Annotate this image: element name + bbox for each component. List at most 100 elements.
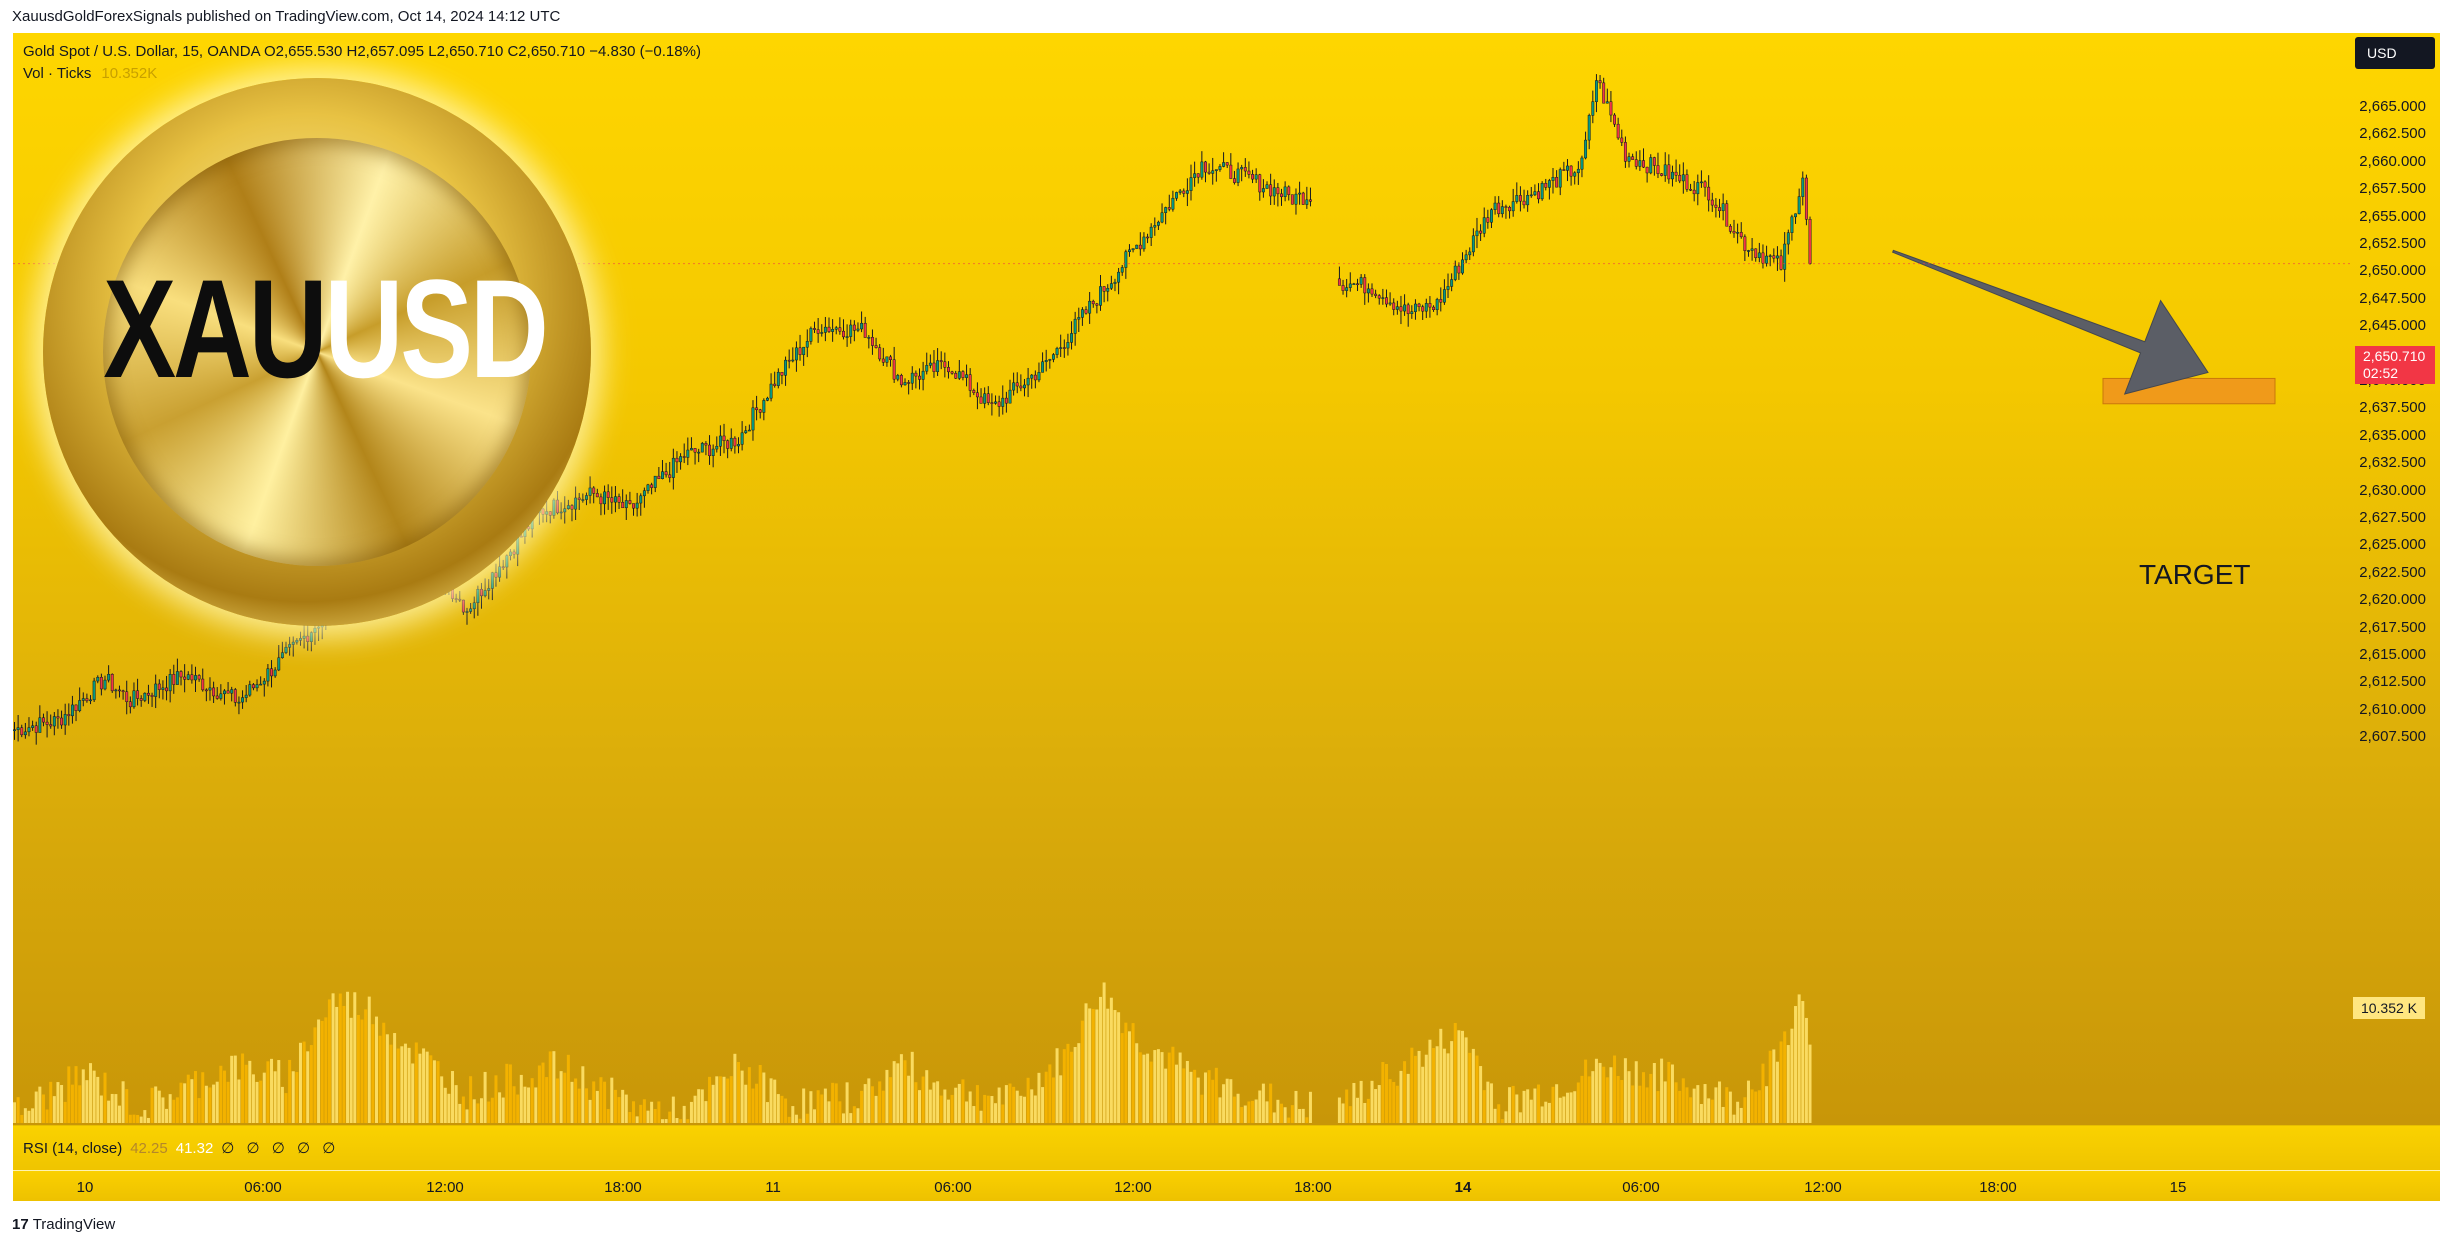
volume-bar (646, 1110, 650, 1123)
candle-up (89, 699, 92, 702)
volume-bar (845, 1082, 849, 1123)
candle-up (1410, 311, 1414, 314)
candle-up (1077, 317, 1081, 320)
candle-up (581, 499, 585, 501)
volume-bar (516, 1094, 520, 1123)
volume-bar (813, 1109, 817, 1123)
volume-bar (360, 1019, 364, 1123)
volume-bar (1479, 1066, 1483, 1123)
candle-down (914, 372, 918, 377)
rsi-legend[interactable]: RSI (14, close) 42.25 41.32 ∅ ∅ ∅ ∅ ∅ (23, 1139, 339, 1157)
volume-bar (744, 1084, 748, 1123)
logo-text: XAUUSD (103, 248, 549, 410)
candle-up (1175, 192, 1178, 199)
candle-up (715, 445, 719, 450)
volume-legend[interactable]: Vol · Ticks 10.352K (23, 65, 701, 82)
volume-bar (483, 1071, 487, 1123)
volume-bar (986, 1095, 990, 1123)
time-axis[interactable]: 10 06:00 12:00 18:00 11 06:00 12:00 18:00 14 06:0… (13, 1170, 2440, 1201)
candle-down (986, 393, 990, 403)
candle-down (1707, 186, 1711, 201)
volume-bar (794, 1114, 798, 1123)
candle-up (552, 499, 556, 516)
candle-down (1732, 231, 1736, 234)
candle-down (60, 717, 64, 726)
volume-bar (150, 1087, 154, 1123)
volume-bar (313, 1027, 317, 1123)
volume-bar (327, 999, 331, 1123)
candle-up (1113, 281, 1117, 284)
candle-up (1576, 168, 1580, 174)
volume-bar (219, 1065, 223, 1123)
volume-bar (827, 1101, 831, 1123)
candle-up (237, 701, 241, 704)
volume-bar (1670, 1064, 1674, 1123)
volume-bar (1602, 1066, 1606, 1123)
volume-bar (512, 1086, 516, 1123)
volume-bar (161, 1097, 165, 1123)
candle-up (1023, 384, 1026, 389)
volume-bar (606, 1109, 610, 1123)
candle-up (1442, 289, 1446, 303)
volume-bar (831, 1082, 835, 1123)
volume-bar (784, 1098, 788, 1123)
volume-bar (679, 1119, 683, 1123)
candle-up (896, 375, 900, 380)
candle-up (545, 511, 549, 515)
price-axis-label: 2,662.500 (2359, 125, 2426, 143)
volume-bar (418, 1053, 422, 1123)
candle-up (784, 359, 788, 376)
volume-bar (918, 1090, 921, 1123)
candle-up (1388, 302, 1392, 305)
volume-bar (1374, 1089, 1378, 1123)
candle-up (823, 326, 827, 333)
volume-bar (1109, 997, 1113, 1123)
volume-bar (729, 1076, 733, 1123)
volume-bar (1127, 1031, 1131, 1123)
candle-up (1566, 165, 1569, 171)
volume-bar (834, 1083, 838, 1123)
volume-bar (1120, 1033, 1124, 1123)
candle-down (990, 402, 994, 404)
volume-bar (136, 1114, 140, 1123)
volume-bar (226, 1081, 230, 1123)
volume-bar (1229, 1079, 1233, 1123)
volume-bar (925, 1070, 929, 1123)
candle-down (1287, 186, 1291, 195)
candle-down (932, 362, 936, 372)
volume-bar (103, 1072, 107, 1123)
volume-bar (1417, 1050, 1421, 1123)
candle-down (1301, 192, 1305, 205)
volume-bar (773, 1079, 777, 1123)
candle-up (809, 328, 813, 342)
currency-button[interactable]: USD (2355, 37, 2435, 69)
volume-bar (1410, 1047, 1414, 1123)
candle-down (1486, 217, 1490, 223)
volume-bar (1066, 1043, 1070, 1123)
volume-bar (1240, 1107, 1244, 1123)
candle-up (508, 551, 512, 556)
candle-down (947, 367, 950, 373)
volume-bar (1135, 1043, 1139, 1123)
volume-bar (1580, 1075, 1584, 1123)
volume-bar (1283, 1107, 1287, 1123)
volume-bar (458, 1103, 462, 1123)
volume-bar (1236, 1093, 1240, 1123)
candle-up (711, 448, 715, 456)
candle-up (1135, 244, 1139, 249)
price-axis-label: 2,637.500 (2359, 399, 2426, 417)
tradingview-footer[interactable]: 17 TradingView (12, 1216, 115, 1233)
candle-up (277, 657, 281, 671)
candlestick-chart[interactable] (13, 33, 2440, 1125)
candle-up (1099, 286, 1102, 306)
candle-up (288, 644, 292, 648)
volume-bar (1634, 1061, 1638, 1123)
chart-pane[interactable]: XAUUSD Gold Spot / U.S. Dollar, 15, OAND… (13, 33, 2440, 1201)
rsi-pane[interactable]: RSI (14, close) 42.25 41.32 ∅ ∅ ∅ ∅ ∅ (13, 1125, 2440, 1171)
volume-bar (443, 1087, 447, 1123)
volume-bar (128, 1114, 132, 1123)
volume-bar (718, 1076, 722, 1123)
candle-up (1164, 207, 1168, 214)
symbol-ohlc-line[interactable]: Gold Spot / U.S. Dollar, 15, OANDA O2,65… (23, 43, 701, 60)
candle-down (165, 687, 168, 692)
